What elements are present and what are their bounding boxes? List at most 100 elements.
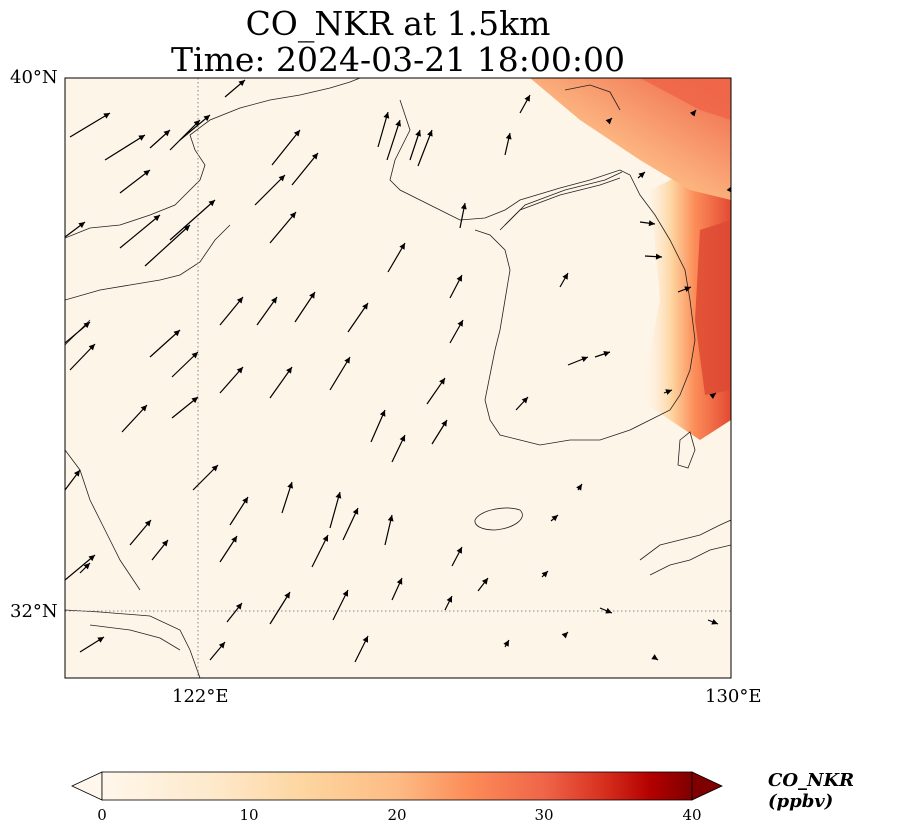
wind-vector-head — [521, 397, 528, 404]
wind-vector-head — [655, 253, 662, 260]
wind-vector-shaft — [121, 404, 148, 433]
wind-vector-head — [505, 133, 512, 140]
wind-vector-head — [138, 135, 145, 141]
wind-vector-head — [460, 203, 467, 210]
wind-vector-head — [457, 320, 463, 327]
wind-vector-head — [140, 405, 147, 412]
wind-vector-head — [218, 642, 225, 649]
wind-vector-head — [286, 367, 292, 374]
wind-vector-head — [396, 578, 403, 585]
wind-vector-shaft — [329, 491, 341, 529]
wind-vector-head — [242, 497, 248, 504]
lon-tick-130e: 130°E — [705, 686, 762, 707]
wind-vector-head — [439, 378, 445, 385]
wind-vector-head — [289, 212, 296, 219]
wind-vector-head — [83, 322, 90, 329]
lon-tick-122e: 122°E — [172, 686, 229, 707]
wind-vector-head — [143, 170, 150, 177]
wind-vector-shaft — [144, 224, 191, 267]
wind-vector-head — [278, 175, 285, 182]
wind-vector-head — [399, 435, 406, 442]
map-title-line2: Time: 2024-03-21 18:00:00 — [171, 40, 625, 79]
wind-vector-head — [231, 536, 237, 543]
wind-vector-shaft — [386, 119, 401, 161]
wind-vector-head — [562, 273, 568, 280]
wind-vector-head — [88, 344, 95, 351]
co-plume-northeast — [530, 78, 731, 200]
wind-vector-shaft — [179, 114, 211, 141]
wind-vector-shaft — [377, 111, 389, 148]
coastlines — [65, 78, 731, 678]
wind-vector-shaft — [417, 129, 433, 167]
wind-vector-head — [551, 515, 558, 522]
wind-vector-head — [415, 130, 421, 137]
gridlines — [65, 78, 731, 678]
wind-vector-head — [235, 603, 242, 610]
wind-vector-head — [284, 592, 290, 599]
wind-vector-shaft — [169, 119, 201, 151]
wind-vector-shaft — [271, 129, 301, 166]
wind-vector-head — [344, 357, 350, 364]
wind-vector-head — [561, 632, 568, 639]
wind-vector-head — [362, 636, 368, 643]
wind-vector-head — [293, 130, 300, 137]
wind-vector-head — [335, 492, 342, 499]
wind-vector-head — [456, 547, 462, 554]
wind-vector-head — [651, 654, 658, 660]
map-plot-area — [65, 78, 731, 678]
wind-vector-head — [638, 172, 645, 179]
wind-vector-head — [208, 200, 215, 207]
wind-vector-head — [78, 222, 85, 228]
wind-vector-head — [362, 303, 368, 310]
colorbar-tick-30: 30 — [534, 806, 554, 824]
wind-vector-head — [191, 397, 198, 404]
wind-vector-head — [236, 367, 243, 374]
colorbar-max-extend — [691, 771, 723, 801]
wind-vector-head — [271, 297, 277, 304]
wind-vector-head — [287, 482, 294, 489]
wind-vectors — [65, 79, 731, 663]
map-title-line1: CO_NKR at 1.5km — [245, 4, 551, 43]
wind-vector-shaft — [69, 343, 96, 371]
colorbar-tick-0: 0 — [97, 806, 107, 824]
wind-vector-shaft — [69, 112, 111, 138]
wind-vector-head — [456, 275, 462, 282]
wind-vector-head — [524, 95, 530, 102]
wind-vector-shaft — [254, 174, 286, 206]
wind-vector-head — [309, 292, 315, 299]
wind-vector-head — [342, 590, 348, 597]
colorbar-label: CO_NKR (ppbv) — [768, 770, 855, 812]
wind-vector-head — [711, 618, 718, 625]
wind-vector-head — [603, 351, 610, 357]
wind-vector-head — [74, 470, 80, 477]
wind-vector-head — [383, 112, 390, 119]
wind-vector-head — [352, 508, 359, 515]
wind-vector-head — [581, 356, 588, 363]
wind-vector-head — [211, 465, 218, 472]
wind-vector-shaft — [291, 152, 319, 186]
wind-vector-shaft — [269, 591, 291, 625]
wind-vector-head — [684, 286, 691, 292]
co-plume-top-core — [640, 78, 731, 120]
wind-vector-head — [161, 540, 168, 547]
wind-vector-head — [605, 118, 612, 125]
colorbar-tick-20: 20 — [387, 806, 407, 824]
wind-vector-shaft — [119, 214, 161, 249]
wind-vector-head — [236, 297, 243, 304]
wind-vector-head — [191, 352, 198, 359]
colorbar-gradient — [101, 771, 693, 801]
wind-vector-head — [481, 578, 488, 585]
wind-vector-head — [605, 607, 612, 614]
wind-vector-shaft — [119, 169, 151, 194]
wind-vector-head — [503, 640, 509, 647]
wind-vector-shaft — [269, 211, 297, 244]
wind-vector-head — [144, 520, 151, 527]
lat-tick-40n: 40°N — [10, 67, 58, 88]
wind-vector-head — [203, 115, 210, 122]
wind-vector-head — [395, 120, 401, 127]
wind-vector-shaft — [294, 291, 316, 323]
wind-vector-shaft — [169, 199, 216, 241]
wind-vector-head — [665, 389, 672, 395]
colorbar-min-extend — [71, 771, 103, 801]
